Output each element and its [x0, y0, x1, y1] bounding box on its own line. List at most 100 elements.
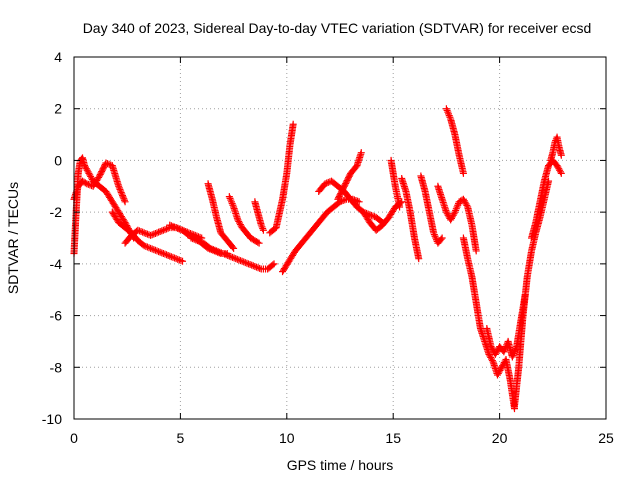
data-point: [500, 348, 508, 356]
data-point: [257, 221, 265, 229]
data-point: [172, 224, 180, 232]
data-point: [488, 355, 496, 363]
data-point: [155, 248, 163, 256]
data-point: [240, 258, 248, 266]
data-point: [164, 251, 172, 259]
data-point: [118, 190, 126, 198]
data-point: [224, 251, 232, 259]
data-point: [140, 242, 148, 250]
data-point: [254, 264, 262, 272]
data-point: [225, 252, 233, 260]
data-point: [153, 247, 161, 255]
data-point: [246, 261, 254, 269]
data-point: [442, 208, 450, 216]
data-point: [150, 230, 158, 238]
x-axis-label: GPS time / hours: [287, 457, 394, 473]
y-tick-label: 0: [54, 152, 62, 168]
data-point: [249, 262, 257, 270]
plot-frame: [73, 56, 607, 420]
data-point: [252, 263, 260, 271]
data-point: [501, 344, 509, 352]
data-point: [258, 223, 266, 231]
data-point: [259, 225, 267, 233]
data-point: [557, 169, 565, 177]
data-point: [251, 262, 259, 270]
data-point: [120, 196, 128, 204]
data-point: [116, 185, 124, 193]
data-point: [147, 244, 155, 252]
data-point: [227, 253, 235, 261]
data-point: [121, 198, 129, 206]
data-point: [554, 163, 562, 171]
data-point: [174, 224, 182, 232]
data-points: [70, 105, 565, 413]
data-point: [81, 163, 89, 171]
data-point: [447, 216, 455, 224]
data-point: [357, 149, 365, 157]
data-point: [150, 246, 158, 254]
data-point: [508, 353, 516, 361]
data-point: [487, 353, 495, 361]
data-point: [449, 211, 457, 219]
data-point: [235, 217, 243, 225]
data-point: [169, 222, 177, 230]
data-point: [166, 252, 174, 260]
data-point: [432, 234, 440, 242]
data-point: [454, 201, 462, 209]
grid: [74, 57, 606, 419]
data-point: [396, 203, 404, 211]
data-point: [487, 343, 495, 351]
y-tick-labels: -10 -8 -6 -4 -2 0 2 4: [42, 49, 62, 427]
data-point: [151, 246, 159, 254]
data-point: [452, 205, 460, 213]
data-point: [460, 197, 468, 205]
chart-title: Day 340 of 2023, Sidereal Day-to-day VTE…: [83, 20, 592, 36]
data-point: [171, 254, 179, 262]
y-tick-label: -4: [50, 256, 63, 272]
y-tick-label: -2: [50, 204, 63, 220]
data-point: [459, 195, 467, 203]
x-tick-label: 0: [70, 430, 78, 446]
data-point: [158, 249, 166, 257]
data-point: [443, 106, 451, 114]
data-point: [163, 251, 171, 259]
data-point: [430, 229, 438, 237]
data-point: [187, 234, 195, 242]
data-point: [509, 351, 517, 359]
data-point: [156, 248, 164, 256]
data-point: [229, 253, 237, 261]
data-point: [81, 179, 89, 187]
data-point: [214, 248, 222, 256]
data-point: [453, 203, 461, 211]
data-point: [119, 193, 127, 201]
data-point: [174, 255, 182, 263]
data-point: [221, 250, 229, 258]
data-point: [367, 211, 375, 219]
data-point: [85, 169, 93, 177]
data-point: [555, 165, 563, 173]
data-point: [495, 368, 503, 376]
data-point: [172, 255, 180, 263]
data-point: [230, 244, 238, 252]
data-point: [216, 248, 224, 256]
data-point: [270, 260, 278, 268]
data-point: [497, 365, 505, 373]
data-point: [189, 235, 197, 243]
data-point: [259, 226, 267, 234]
data-point: [339, 197, 347, 205]
data-point: [105, 160, 113, 168]
data-point: [115, 184, 123, 192]
data-point: [175, 225, 183, 233]
data-point: [222, 251, 230, 259]
data-point: [445, 112, 453, 120]
data-point: [488, 344, 496, 352]
data-point: [175, 256, 183, 264]
data-point: [166, 221, 174, 229]
data-point: [241, 259, 249, 267]
data-point: [369, 212, 377, 220]
data-point: [155, 228, 163, 236]
data-point: [84, 168, 92, 176]
data-point: [83, 180, 91, 188]
data-point: [86, 171, 94, 179]
data-point: [151, 229, 159, 237]
